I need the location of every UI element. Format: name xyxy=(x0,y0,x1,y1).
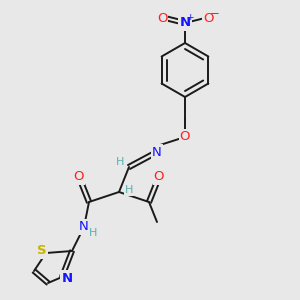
Text: O: O xyxy=(154,170,164,184)
Text: O: O xyxy=(180,130,190,143)
Text: N: N xyxy=(152,146,162,158)
Text: N: N xyxy=(179,16,191,29)
Text: N: N xyxy=(61,272,73,284)
Text: N: N xyxy=(79,220,89,233)
Text: O: O xyxy=(157,11,167,25)
Text: +: + xyxy=(186,13,194,22)
Text: O: O xyxy=(203,11,213,25)
Text: S: S xyxy=(37,244,47,257)
Text: H: H xyxy=(89,228,97,238)
Text: O: O xyxy=(74,170,84,184)
Text: −: − xyxy=(210,8,220,20)
Text: H: H xyxy=(116,157,124,167)
Text: H: H xyxy=(125,185,133,195)
